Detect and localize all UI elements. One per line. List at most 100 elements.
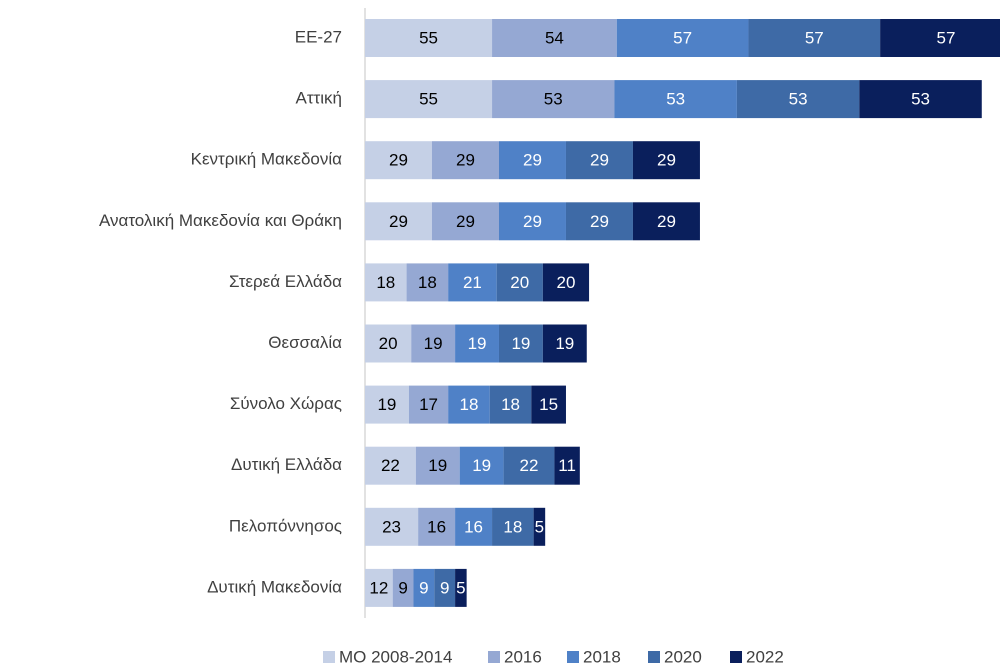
bar-segment — [565, 141, 633, 180]
legend-swatch — [567, 651, 579, 663]
data-label: 29 — [456, 212, 475, 231]
bar-segment — [492, 507, 534, 546]
bar-segment — [415, 446, 460, 485]
bar-segment — [434, 568, 456, 607]
data-label: 29 — [523, 212, 542, 231]
data-label: 20 — [510, 273, 529, 292]
data-label: 12 — [369, 578, 388, 597]
data-label: 19 — [377, 395, 396, 414]
data-label: 55 — [419, 90, 438, 109]
bar-segment — [498, 324, 543, 363]
legend-swatch — [323, 651, 335, 663]
data-label: 22 — [520, 456, 539, 475]
bar-segment — [392, 568, 414, 607]
data-label: 15 — [539, 395, 558, 414]
bar-segment — [489, 385, 532, 424]
category-label: Δυτική Ελλάδα — [231, 455, 342, 474]
bar-segment — [365, 202, 432, 241]
data-label: 18 — [459, 395, 478, 414]
data-label: 53 — [544, 90, 563, 109]
legend-label: 2016 — [504, 647, 542, 666]
data-label: 17 — [419, 395, 438, 414]
bar-segment — [614, 80, 737, 119]
legend-label: 2022 — [746, 647, 784, 666]
bar-segment — [365, 446, 416, 485]
legend-label: ΜΟ 2008-2014 — [339, 647, 452, 666]
legend-label: 2018 — [583, 647, 621, 666]
bar-segment — [565, 202, 633, 241]
data-label: 18 — [503, 517, 522, 536]
bar-segment — [459, 446, 504, 485]
data-label: 53 — [666, 90, 685, 109]
bar-segment — [365, 19, 493, 57]
data-label: 19 — [428, 456, 447, 475]
bar-segment — [496, 263, 543, 302]
category-label: Κεντρική Μακεδονία — [191, 150, 343, 169]
data-label: 18 — [501, 395, 520, 414]
category-label: Αττική — [295, 89, 342, 108]
bar-segment — [492, 80, 615, 119]
bar-segment — [498, 202, 566, 241]
data-label: 29 — [389, 151, 408, 170]
bar-segment — [455, 324, 499, 363]
bar-segment — [413, 568, 435, 607]
legend-swatch — [488, 651, 500, 663]
data-label: 53 — [789, 90, 808, 109]
data-label: 57 — [937, 28, 956, 47]
data-label: 16 — [464, 517, 483, 536]
data-label: 19 — [468, 334, 487, 353]
legend-swatch — [648, 651, 660, 663]
data-label: 29 — [523, 151, 542, 170]
bar-segment — [533, 507, 546, 546]
category-label: Θεσσαλία — [268, 333, 342, 352]
bar-segment — [531, 385, 566, 424]
bar-segment — [431, 141, 499, 180]
bar-segment — [503, 446, 555, 485]
bar-segment — [448, 263, 497, 302]
bar-segment — [431, 202, 499, 241]
bar-segment — [455, 568, 467, 607]
category-label: Σύνολο Χώρας — [230, 394, 342, 413]
data-label: 20 — [557, 273, 576, 292]
data-label: 11 — [558, 456, 576, 475]
data-label: 20 — [379, 334, 398, 353]
bar-segment — [859, 80, 982, 119]
data-label: 19 — [424, 334, 443, 353]
legend-label: 2020 — [664, 647, 702, 666]
bar-segment — [418, 507, 456, 546]
bar-segment — [406, 263, 449, 302]
bar-segment — [492, 19, 617, 57]
category-label: Ανατολική Μακεδονία και Θράκη — [99, 211, 342, 230]
data-label: 19 — [511, 334, 530, 353]
data-label: 55 — [419, 28, 438, 47]
bar-segment — [554, 446, 580, 485]
data-label: 21 — [463, 273, 482, 292]
bar-segment — [411, 324, 456, 363]
data-label: 53 — [911, 90, 930, 109]
legend-swatch — [730, 651, 742, 663]
data-label: 22 — [381, 456, 400, 475]
bar-segment — [365, 141, 432, 180]
data-label: 5 — [535, 517, 544, 536]
data-label: 23 — [382, 517, 401, 536]
bar-segment — [365, 263, 407, 302]
data-label: 9 — [419, 578, 428, 597]
data-label: 29 — [389, 212, 408, 231]
data-label: 57 — [673, 28, 692, 47]
bar-segment — [498, 141, 566, 180]
data-label: 29 — [590, 151, 609, 170]
bar-segment — [616, 19, 749, 57]
bar-segment — [632, 141, 700, 180]
data-label: 5 — [456, 578, 465, 597]
bar-segment — [365, 324, 412, 363]
data-label: 16 — [427, 517, 446, 536]
data-label: 29 — [657, 212, 676, 231]
data-label: 18 — [418, 273, 437, 292]
bar-segment — [365, 507, 419, 546]
data-label: 9 — [440, 578, 449, 597]
bar-segment — [455, 507, 493, 546]
category-label: Στερεά Ελλάδα — [229, 272, 342, 291]
data-label: 19 — [472, 456, 491, 475]
bar-segment — [736, 80, 860, 119]
